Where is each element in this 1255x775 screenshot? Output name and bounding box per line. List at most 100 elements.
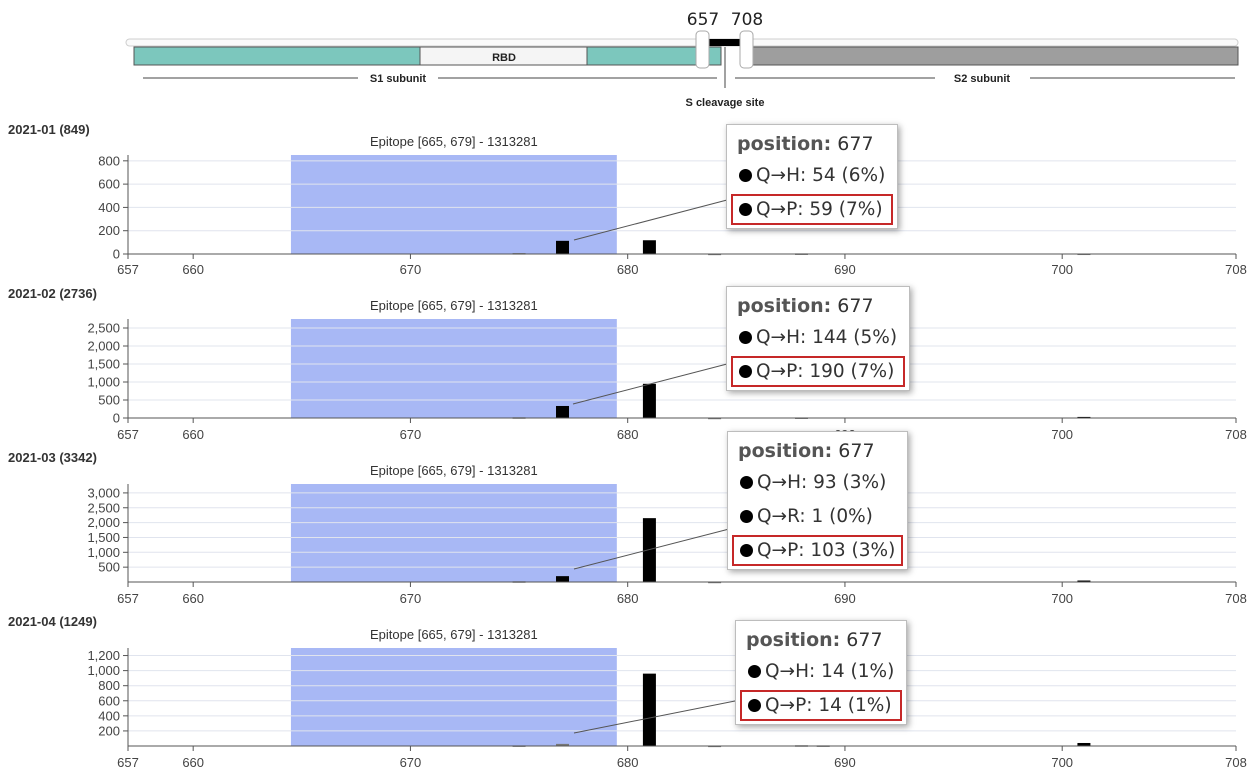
panel-title: 2021-04 (1249)	[8, 614, 97, 629]
x-tick-label: 657	[117, 755, 139, 770]
y-tick-label: 200	[98, 723, 120, 738]
tooltip-mutation-text: Q→P: 14 (1%)	[765, 695, 892, 716]
tooltip-mutation-row: Q→R: 1 (0%)	[732, 501, 903, 532]
cleavage-site-label: S cleavage site	[686, 97, 765, 109]
tooltip-leader-line	[573, 527, 734, 570]
y-tick-label: 1,500	[87, 357, 120, 372]
x-tick-label: 660	[182, 755, 204, 770]
x-tick-label: 670	[400, 262, 422, 277]
x-tick-label: 670	[400, 755, 422, 770]
y-tick-label: 1,200	[87, 648, 120, 663]
y-tick-label: 1,000	[87, 375, 120, 390]
x-tick-label: 660	[182, 427, 204, 442]
series-dot-icon	[748, 699, 761, 712]
y-tick-label: 1,000	[87, 545, 120, 560]
data-bar	[556, 576, 570, 582]
epitope-label: Epitope [665, 679] - 1313281	[370, 298, 538, 313]
x-tick-label: 690	[834, 755, 856, 770]
x-tick-label: 700	[1051, 591, 1073, 606]
panel-title: 2021-03 (3342)	[8, 450, 97, 465]
x-tick-label: 657	[117, 427, 139, 442]
tooltip-mutation-row: Q→H: 54 (6%)	[731, 160, 893, 191]
selected-range-marker	[708, 39, 746, 46]
x-tick-label: 680	[617, 427, 639, 442]
s2-subunit-label: S2 subunit	[954, 73, 1011, 85]
y-tick-label: 400	[98, 200, 120, 215]
tooltip-mutation-row: Q→H: 14 (1%)	[740, 656, 902, 687]
series-dot-icon	[739, 331, 752, 344]
y-tick-label: 2,500	[87, 500, 120, 515]
x-tick-label: 700	[1051, 262, 1073, 277]
epitope-region	[290, 648, 617, 746]
x-tick-label: 660	[182, 262, 204, 277]
tooltip-leader-line	[573, 199, 728, 241]
y-tick-label: 400	[98, 708, 120, 723]
x-tick-label: 680	[617, 755, 639, 770]
rbd-label: RBD	[492, 52, 516, 64]
series-dot-icon	[740, 544, 753, 557]
tooltip-position-label: position:	[737, 133, 832, 155]
tooltip-leader-line	[573, 699, 741, 734]
x-tick-label: 708	[1225, 427, 1247, 442]
x-tick-label: 700	[1051, 755, 1073, 770]
y-tick-label: 500	[98, 560, 120, 575]
tooltip-position-value: 677	[846, 629, 883, 651]
y-tick-label: 2,000	[87, 515, 120, 530]
series-dot-icon	[739, 169, 752, 182]
data-bar	[1077, 580, 1091, 583]
x-tick-label: 680	[617, 262, 639, 277]
s2-domain	[748, 46, 1239, 66]
y-tick-label: 800	[98, 153, 120, 168]
y-tick-label: 0	[113, 247, 120, 262]
x-tick-label: 657	[117, 262, 139, 277]
range-start-label: 657	[687, 10, 719, 30]
y-tick-label: 1,000	[87, 663, 120, 678]
tooltip-mutation-text: Q→P: 59 (7%)	[756, 199, 883, 220]
panel-title: 2021-01 (849)	[8, 122, 90, 137]
tooltip-mutation-text: Q→H: 14 (1%)	[765, 661, 895, 682]
data-bar	[556, 240, 570, 254]
tooltip-panel-1: position: 677 Q→H: 54 (6%) Q→P: 59 (7%)	[726, 124, 899, 229]
y-tick-label: 2,000	[87, 339, 120, 354]
tooltip-mutation-row-highlighted: Q→P: 103 (3%)	[732, 535, 904, 566]
s1-domain-right	[586, 46, 722, 66]
tooltip-mutation-text: Q→H: 144 (5%)	[756, 327, 898, 348]
x-tick-label: 670	[400, 427, 422, 442]
s1-subunit-label: S1 subunit	[370, 73, 427, 85]
tooltip-panel-4: position: 677 Q→H: 14 (1%) Q→P: 14 (1%)	[735, 620, 908, 725]
y-tick-label: 1,500	[87, 530, 120, 545]
tooltip-position-label: position:	[738, 440, 833, 462]
series-dot-icon	[740, 476, 753, 489]
tooltip-mutation-text: Q→P: 103 (3%)	[757, 540, 896, 561]
tooltip-mutation-text: Q→P: 190 (7%)	[756, 361, 895, 382]
y-tick-label: 3,000	[87, 485, 120, 500]
y-tick-label: 800	[98, 678, 120, 693]
tooltip-position-value: 677	[837, 295, 874, 317]
series-dot-icon	[739, 365, 752, 378]
tooltip-panel-3: position: 677 Q→H: 93 (3%) Q→R: 1 (0%) Q…	[727, 431, 909, 570]
y-tick-label: 200	[98, 223, 120, 238]
tooltip-leader-line	[572, 363, 728, 405]
data-bar	[1077, 742, 1091, 746]
tooltip-panel-2: position: 677 Q→H: 144 (5%) Q→P: 190 (7%…	[726, 286, 911, 391]
epitope-region	[290, 155, 617, 254]
x-tick-label: 690	[834, 262, 856, 277]
series-dot-icon	[739, 203, 752, 216]
sequence-track	[125, 38, 1239, 47]
x-tick-label: 708	[1225, 755, 1247, 770]
data-bar	[556, 405, 570, 418]
epitope-label: Epitope [665, 679] - 1313281	[370, 627, 538, 642]
y-tick-label: 0	[113, 411, 120, 426]
tooltip-position-value: 677	[837, 133, 874, 155]
range-end-label: 708	[731, 10, 763, 30]
tooltip-mutation-row-highlighted: Q→P: 190 (7%)	[731, 356, 906, 387]
data-bar	[642, 240, 656, 254]
y-tick-label: 600	[98, 693, 120, 708]
epitope-label: Epitope [665, 679] - 1313281	[370, 134, 538, 149]
epitope-region	[290, 319, 617, 418]
x-tick-label: 680	[617, 591, 639, 606]
y-tick-label: 2,500	[87, 321, 120, 336]
panel-title: 2021-02 (2736)	[8, 286, 97, 301]
y-tick-label: 500	[98, 393, 120, 408]
